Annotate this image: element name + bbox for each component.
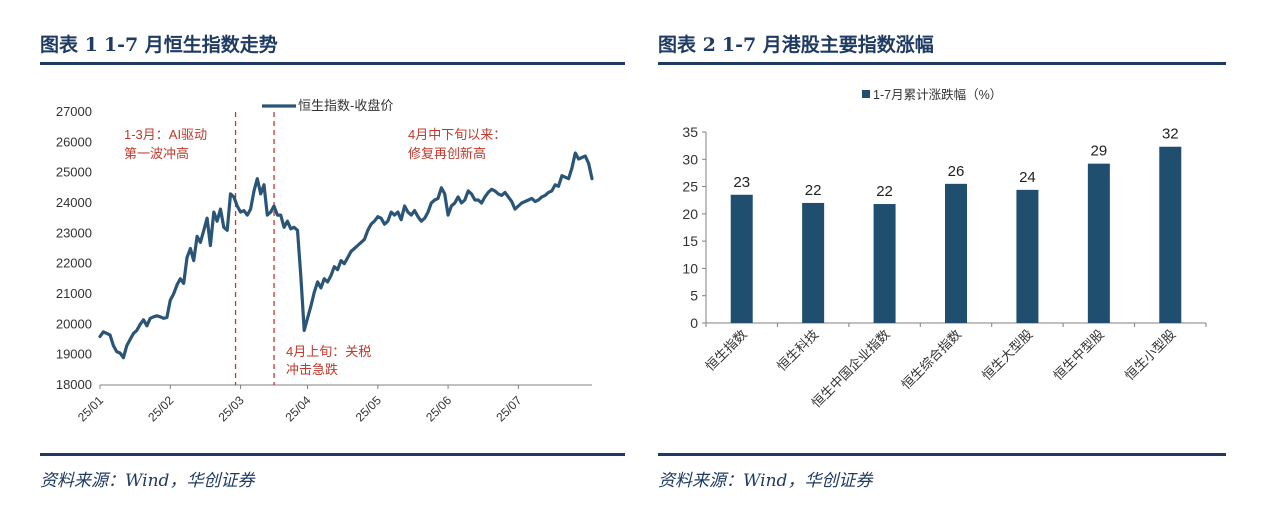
legend-swatch bbox=[862, 90, 870, 98]
right-chart-panel: 图表 2 1-7 月港股主要指数涨幅 1-7月累计涨跌幅（%） 0 5 10 15 20 25… bbox=[658, 0, 1226, 506]
category-label: 恒生中国企业指数 bbox=[809, 327, 893, 411]
category-label: 恒生大型股 bbox=[979, 327, 1036, 384]
annotation-text: 4月上旬：关税 bbox=[286, 344, 371, 359]
bar bbox=[945, 183, 967, 323]
data-label: 29 bbox=[1091, 143, 1108, 160]
legend-label: 恒生指数-收盘价 bbox=[298, 98, 393, 113]
y-tick-label: 30 bbox=[682, 151, 698, 167]
bar bbox=[802, 202, 825, 323]
bar bbox=[730, 194, 753, 323]
x-tick-label: 25/03 bbox=[216, 393, 247, 424]
data-label: 26 bbox=[948, 163, 965, 180]
x-tick-label: 25/04 bbox=[282, 393, 313, 424]
y-tick-label: 24000 bbox=[56, 195, 92, 210]
category-label: 恒生综合指数 bbox=[898, 327, 964, 393]
data-label: 22 bbox=[805, 182, 822, 199]
x-tick-label: 25/01 bbox=[75, 393, 106, 424]
annotation-text: 4月中下旬以来： bbox=[408, 127, 506, 142]
y-tick-label: 19000 bbox=[56, 347, 92, 362]
category-label: 恒生指数 bbox=[702, 327, 749, 374]
x-tick-label: 25/02 bbox=[145, 393, 176, 424]
hsi-line-chart: 25/01 25/02 25/03 25/04 25/05 25/06 25/07 18000… bbox=[56, 98, 594, 424]
y-tick-label: 35 bbox=[682, 124, 698, 140]
category-label: 恒生中型股 bbox=[1050, 327, 1107, 384]
index-bar-chart: 1-7月累计涨跌幅（%） 0 5 10 15 20 25 30 35 23 恒生指数 22 恒生科技 22… bbox=[682, 87, 1207, 411]
data-label: 22 bbox=[876, 183, 893, 200]
bar bbox=[873, 204, 896, 323]
title-rule-right bbox=[658, 62, 1226, 65]
y-tick-label: 25 bbox=[682, 179, 698, 195]
category-label: 恒生科技 bbox=[774, 327, 821, 374]
y-tick-label: 25000 bbox=[56, 165, 92, 180]
footer-rule-left bbox=[40, 453, 625, 456]
y-tick-label: 20 bbox=[682, 206, 698, 222]
y-tick-label: 10 bbox=[682, 260, 698, 276]
y-tick-label: 0 bbox=[690, 315, 698, 331]
source-note-right: 资料来源：Wind，华创证券 bbox=[658, 471, 873, 491]
bar bbox=[1087, 163, 1110, 323]
category-label: 恒生小型股 bbox=[1122, 327, 1179, 384]
data-label: 32 bbox=[1162, 126, 1179, 143]
annotation-text: 修复再创新高 bbox=[408, 146, 486, 161]
y-tick-label: 23000 bbox=[56, 225, 92, 240]
x-tick-label: 25/06 bbox=[423, 393, 454, 424]
y-tick-label: 21000 bbox=[56, 286, 92, 301]
y-tick-label: 26000 bbox=[56, 134, 92, 149]
title-rule-left bbox=[40, 62, 625, 65]
left-chart-panel: 图表 1 1-7 月恒生指数走势 25/01 25/02 25/03 25/04 25/0… bbox=[40, 0, 625, 506]
bar bbox=[1016, 189, 1039, 323]
legend-label: 1-7月累计涨跌幅（%） bbox=[873, 87, 1002, 102]
annotation-text: 冲击急跌 bbox=[286, 362, 338, 377]
annotation-text: 第一波冲高 bbox=[124, 146, 189, 161]
x-tick-label: 25/05 bbox=[353, 393, 384, 424]
y-tick-label: 5 bbox=[690, 288, 698, 304]
data-label: 23 bbox=[733, 174, 750, 191]
y-tick-label: 22000 bbox=[56, 256, 92, 271]
hsi-close-series bbox=[98, 151, 594, 360]
chart-title-right: 图表 2 1-7 月港股主要指数涨幅 bbox=[658, 34, 934, 56]
y-tick-label: 18000 bbox=[56, 377, 92, 392]
source-note-left: 资料来源：Wind，华创证券 bbox=[40, 471, 255, 491]
data-label: 24 bbox=[1019, 169, 1036, 186]
bar bbox=[1159, 146, 1182, 323]
y-tick-label: 20000 bbox=[56, 316, 92, 331]
annotation-text: 1-3月：AI驱动 bbox=[124, 127, 207, 142]
chart-title-left: 图表 1 1-7 月恒生指数走势 bbox=[40, 34, 278, 56]
y-tick-label: 27000 bbox=[56, 104, 92, 119]
footer-rule-right bbox=[658, 453, 1226, 456]
y-tick-label: 15 bbox=[682, 233, 698, 249]
x-tick-label: 25/07 bbox=[493, 393, 524, 424]
